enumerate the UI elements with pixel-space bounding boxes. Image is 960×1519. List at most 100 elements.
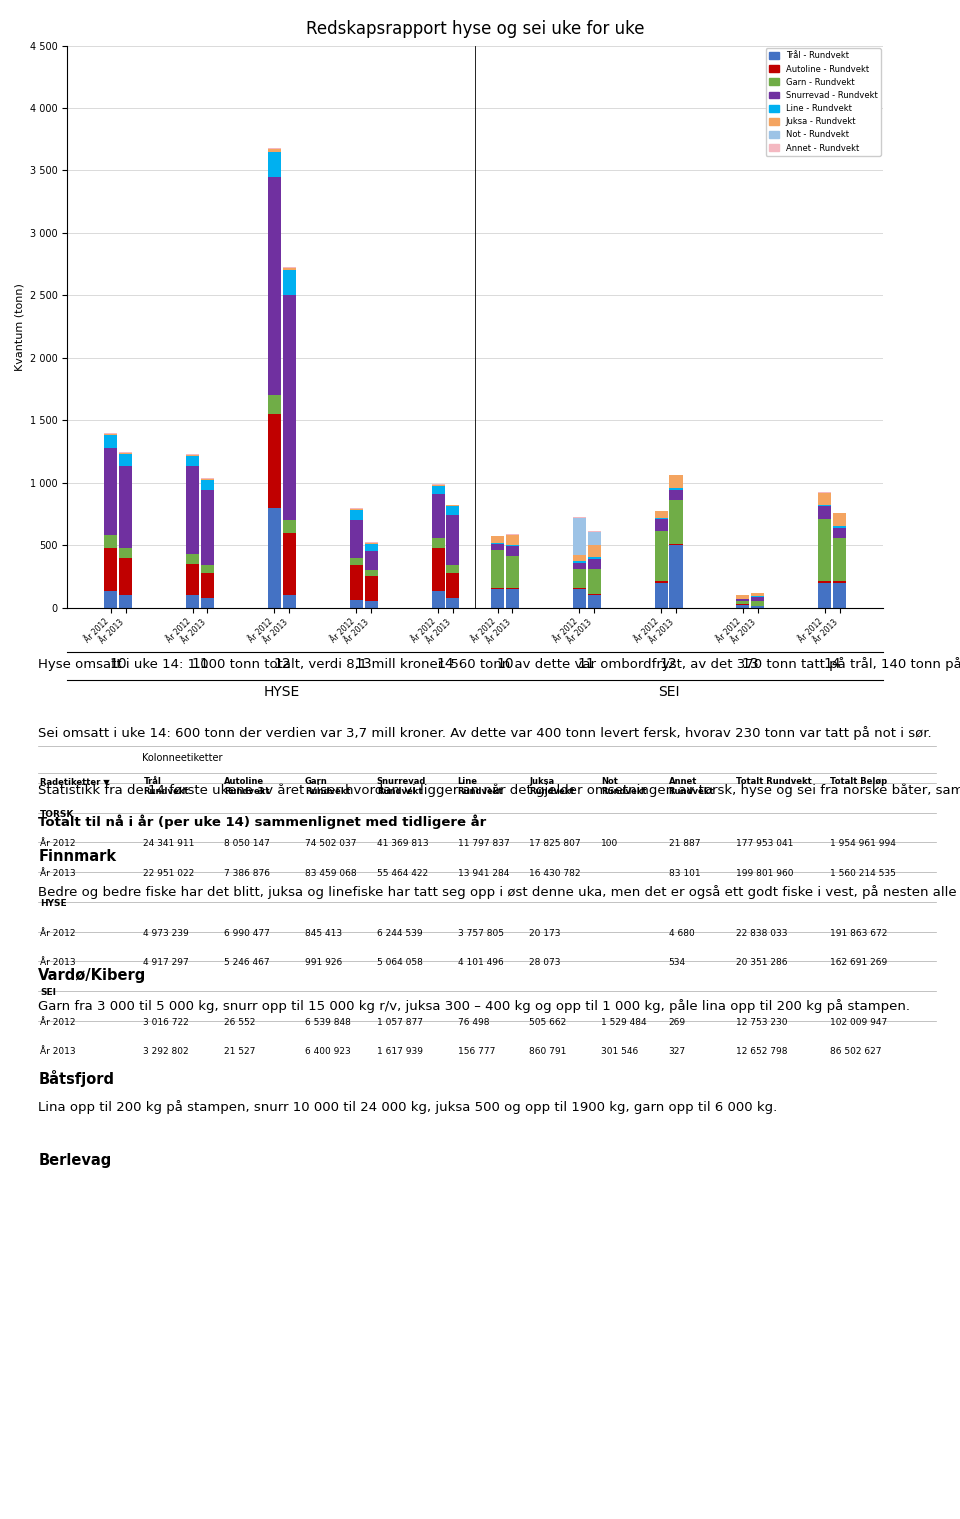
- Bar: [105, 448, 117, 535]
- Text: 199 801 960: 199 801 960: [735, 869, 793, 878]
- Text: 102 009 947: 102 009 947: [830, 1018, 887, 1027]
- Text: 1 617 939: 1 617 939: [376, 1048, 422, 1056]
- Bar: [588, 570, 601, 594]
- Text: 6 400 923: 6 400 923: [305, 1048, 350, 1056]
- Bar: [365, 602, 377, 608]
- Bar: [283, 533, 296, 595]
- Text: 327: 327: [668, 1048, 685, 1056]
- Bar: [283, 519, 296, 533]
- Bar: [431, 548, 444, 591]
- Bar: [833, 527, 846, 538]
- Bar: [588, 544, 601, 557]
- Text: SEI: SEI: [40, 987, 57, 996]
- Bar: [349, 565, 363, 600]
- Text: 3 757 805: 3 757 805: [458, 928, 504, 937]
- Text: År 2013: År 2013: [40, 958, 76, 968]
- Bar: [833, 513, 846, 526]
- Text: 177 953 041: 177 953 041: [735, 840, 793, 849]
- Text: År 2012: År 2012: [40, 840, 76, 849]
- Bar: [349, 557, 363, 565]
- Bar: [105, 591, 117, 608]
- Text: 41 369 813: 41 369 813: [376, 840, 428, 849]
- Bar: [736, 595, 750, 598]
- Bar: [349, 600, 363, 608]
- Bar: [365, 551, 377, 570]
- Text: Trål
Rundvekt: Trål Rundvekt: [143, 778, 189, 796]
- Bar: [105, 535, 117, 548]
- Text: 5 064 058: 5 064 058: [376, 958, 422, 968]
- Bar: [283, 595, 296, 608]
- Text: Totalt Beløp: Totalt Beløp: [830, 778, 887, 785]
- Bar: [186, 564, 199, 595]
- Bar: [588, 595, 601, 608]
- Bar: [446, 573, 460, 597]
- Bar: [573, 554, 586, 562]
- Bar: [491, 544, 504, 550]
- Bar: [752, 600, 764, 606]
- Bar: [268, 395, 281, 415]
- Bar: [669, 488, 683, 491]
- Text: 1 529 484: 1 529 484: [601, 1018, 647, 1027]
- Bar: [655, 519, 667, 532]
- Text: År 2012: År 2012: [40, 1018, 76, 1027]
- Bar: [506, 544, 519, 547]
- Text: HYSE: HYSE: [40, 899, 67, 908]
- Bar: [105, 548, 117, 591]
- Text: Sei omsatt i uke 14: 600 tonn der verdien var 3,7 mill kroner. Av dette var 400 : Sei omsatt i uke 14: 600 tonn der verdie…: [38, 726, 932, 740]
- Bar: [573, 570, 586, 588]
- Text: 12 652 798: 12 652 798: [735, 1048, 787, 1056]
- Bar: [186, 595, 199, 608]
- Text: 6 539 848: 6 539 848: [305, 1018, 350, 1027]
- Bar: [201, 480, 214, 491]
- Text: 55 464 422: 55 464 422: [376, 869, 428, 878]
- Bar: [365, 576, 377, 602]
- Text: Kolonneetiketter: Kolonneetiketter: [142, 753, 222, 763]
- Bar: [736, 600, 750, 605]
- Bar: [431, 538, 444, 548]
- Text: Båtsfjord: Båtsfjord: [38, 1069, 114, 1086]
- Bar: [186, 554, 199, 564]
- Bar: [818, 492, 831, 506]
- Bar: [268, 152, 281, 176]
- Bar: [446, 515, 460, 565]
- Text: 4 101 496: 4 101 496: [458, 958, 503, 968]
- Text: 4 973 239: 4 973 239: [143, 928, 189, 937]
- Text: 6 990 477: 6 990 477: [225, 928, 270, 937]
- Bar: [736, 605, 750, 608]
- Bar: [506, 556, 519, 588]
- Bar: [818, 583, 831, 608]
- Text: 162 691 269: 162 691 269: [830, 958, 887, 968]
- Text: 20 173: 20 173: [529, 928, 561, 937]
- Bar: [119, 454, 132, 466]
- Bar: [588, 557, 601, 559]
- Text: Autoline
Rundvekt: Autoline Rundvekt: [225, 778, 270, 796]
- Text: 28 073: 28 073: [529, 958, 561, 968]
- Bar: [588, 532, 601, 544]
- Bar: [491, 589, 504, 608]
- Text: Berlevag: Berlevag: [38, 1153, 111, 1168]
- Bar: [119, 548, 132, 557]
- Text: 3 016 722: 3 016 722: [143, 1018, 189, 1027]
- Text: 1 560 214 535: 1 560 214 535: [830, 869, 896, 878]
- Bar: [446, 506, 460, 515]
- Text: Annet
Rundvekt: Annet Rundvekt: [668, 778, 714, 796]
- Bar: [283, 295, 296, 519]
- Bar: [506, 589, 519, 608]
- Bar: [573, 562, 586, 570]
- Bar: [833, 583, 846, 608]
- Bar: [573, 589, 586, 608]
- Bar: [506, 547, 519, 556]
- Bar: [669, 491, 683, 500]
- Text: 1 954 961 994: 1 954 961 994: [830, 840, 896, 849]
- Bar: [268, 415, 281, 507]
- Bar: [491, 536, 504, 542]
- Text: TORSK: TORSK: [40, 810, 75, 819]
- Text: 860 791: 860 791: [529, 1048, 566, 1056]
- Text: 16 430 782: 16 430 782: [529, 869, 581, 878]
- Text: 21 527: 21 527: [225, 1048, 255, 1056]
- Text: 4 917 297: 4 917 297: [143, 958, 189, 968]
- Text: 4 680: 4 680: [668, 928, 694, 937]
- Y-axis label: Kvantum (tonn): Kvantum (tonn): [14, 283, 24, 371]
- Bar: [669, 545, 683, 608]
- Text: Finnmark: Finnmark: [38, 849, 116, 864]
